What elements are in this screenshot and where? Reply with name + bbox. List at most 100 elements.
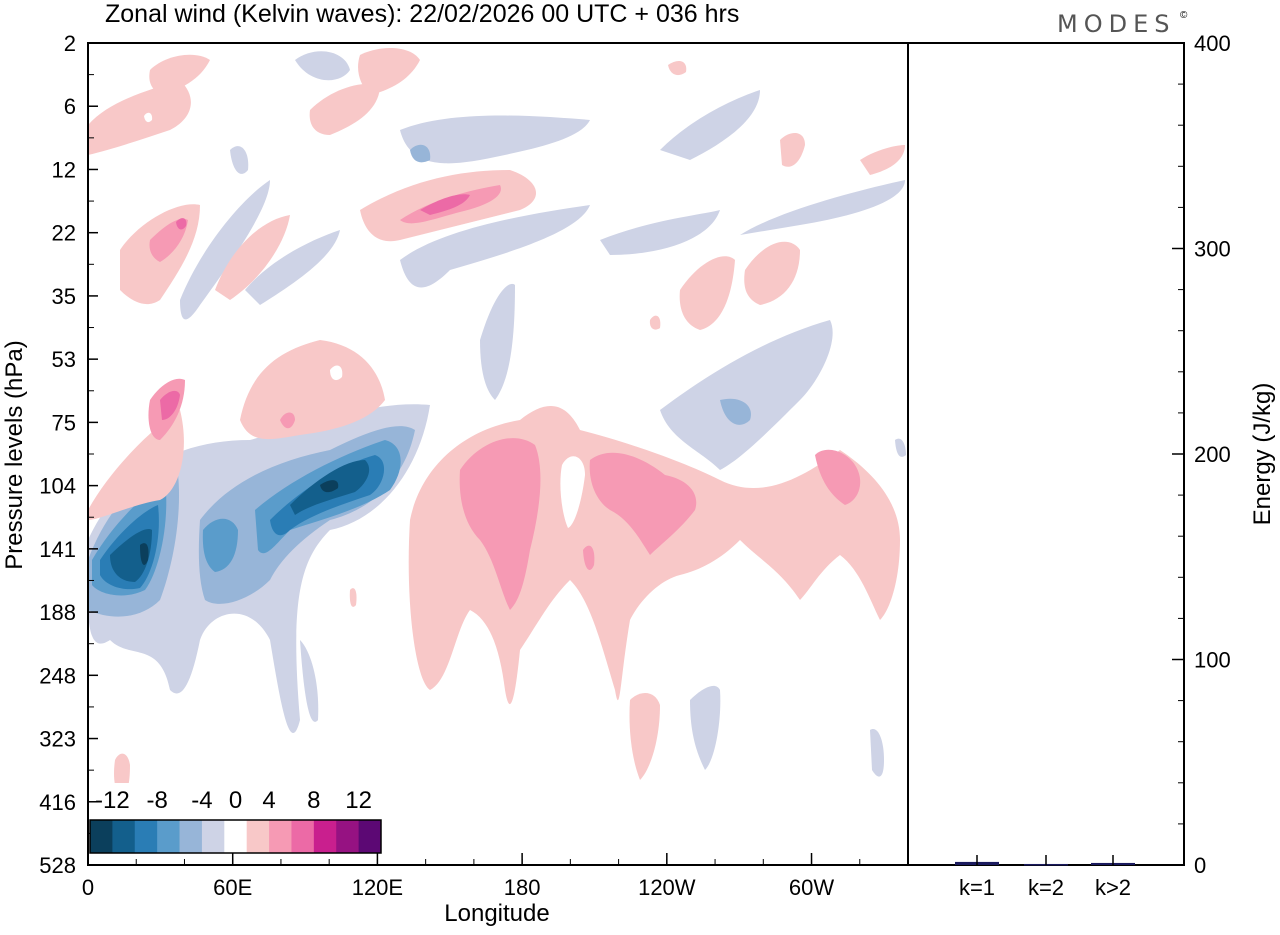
colorbar-label: 8 <box>307 787 320 814</box>
contour-region <box>149 218 188 262</box>
energy-tick-label: 0 <box>1194 853 1206 878</box>
contour-region <box>144 112 153 123</box>
y-tick-label: 75 <box>52 410 76 435</box>
contour-region <box>410 144 431 163</box>
energy-category-label: k=1 <box>959 875 995 900</box>
colorbar-label: 12 <box>345 787 372 814</box>
colorbar-label: -8 <box>146 787 167 814</box>
contour-region <box>600 210 720 255</box>
brand-logo: MODES <box>1057 10 1175 38</box>
y-tick-label: 35 <box>52 284 76 309</box>
colorbar-label: -12 <box>95 787 130 814</box>
contour-region <box>690 685 721 770</box>
y-tick-label: 12 <box>52 157 76 182</box>
colorbar-swatch <box>179 820 203 853</box>
energy-axis-label: Energy (J/kg) <box>1249 383 1276 526</box>
colorbar-swatch <box>201 820 225 853</box>
contour-region <box>215 215 290 300</box>
y-tick-label: 188 <box>39 600 76 625</box>
contour-field <box>88 48 906 865</box>
contour-region <box>660 320 833 470</box>
contour-region <box>176 218 187 230</box>
contour-region <box>740 180 905 235</box>
contour-region <box>895 438 906 457</box>
energy-tick-label: 400 <box>1194 31 1231 56</box>
colorbar-swatch <box>224 820 248 853</box>
zero-holes <box>144 112 585 528</box>
y-tick-label: 323 <box>39 727 76 752</box>
colorbar-label: 0 <box>229 787 242 814</box>
contour-region <box>400 115 590 164</box>
contour-region <box>744 241 800 305</box>
contour-region <box>149 54 210 95</box>
y-tick-label: 141 <box>39 537 76 562</box>
colorbar-label: -4 <box>191 787 212 814</box>
pressure-axis: 2 6 12 22 35 53 75 104 141 188 248 323 416 528 <box>39 31 98 878</box>
y-tick-label: 248 <box>39 663 76 688</box>
contour-region <box>240 340 385 440</box>
y-tick-label: 416 <box>39 790 76 815</box>
contour-region <box>679 256 735 330</box>
y-tick-label: 2 <box>64 31 76 56</box>
energy-category-label: k>2 <box>1095 875 1131 900</box>
positive-strong-regions <box>160 194 470 420</box>
y-tick-label: 53 <box>52 347 76 372</box>
contour-region <box>459 438 541 610</box>
colorbar-swatch <box>246 820 270 853</box>
energy-tick-label: 200 <box>1194 442 1231 467</box>
contour-region <box>420 194 470 215</box>
x-tick-label: 120E <box>352 875 403 900</box>
energy-category-label: k=2 <box>1028 875 1064 900</box>
colorbar-frame <box>89 819 382 854</box>
contour-region <box>560 456 585 528</box>
y-tick-label: 6 <box>64 94 76 119</box>
x-tick-label: 60W <box>789 875 834 900</box>
contour-region <box>668 60 687 76</box>
contour-region <box>815 449 861 505</box>
contour-region <box>88 80 191 155</box>
colorbar-swatch <box>90 820 113 853</box>
contour-region <box>309 83 380 135</box>
y-tick-label: 22 <box>52 221 76 246</box>
contour-region <box>649 315 661 330</box>
contour-region <box>780 133 805 167</box>
contour-region <box>589 452 697 555</box>
contour-region <box>295 51 350 81</box>
contour-region <box>160 390 180 420</box>
contour-region <box>280 412 295 429</box>
colorbar-swatch <box>112 820 136 853</box>
contour-region <box>660 90 760 160</box>
contour-region <box>358 48 420 95</box>
negative-peak-regions <box>140 480 339 565</box>
x-tick-label: 0 <box>82 875 94 900</box>
x-tick-label: 120W <box>638 875 696 900</box>
contour-region <box>400 205 590 288</box>
energy-tick-label: 300 <box>1194 237 1231 262</box>
colorbar-swatch <box>157 820 181 853</box>
contour-region <box>140 543 149 565</box>
x-axis-label: Longitude <box>444 900 549 927</box>
colorbar-swatch <box>134 820 158 853</box>
colorbar-swatch <box>358 820 382 853</box>
contour-region <box>349 588 357 607</box>
contour-region <box>230 146 249 174</box>
positive-weak-regions <box>88 48 905 797</box>
contour-region <box>202 518 238 572</box>
x-tick-label: 180 <box>504 875 541 900</box>
longitude-axis: 0 60E 120E 180 120W 60W <box>82 853 861 900</box>
y-tick-label: 104 <box>39 474 76 499</box>
contour-region <box>180 180 270 320</box>
contour-region <box>330 365 343 381</box>
colorbar: -12 -8 -4 0 4 8 12 <box>89 787 382 854</box>
contour-region <box>245 230 340 305</box>
energy-bars <box>955 861 1135 866</box>
colorbar-swatch <box>336 820 360 853</box>
contour-region <box>860 145 905 175</box>
brand-mark: © <box>1180 10 1188 21</box>
contour-region <box>583 545 595 570</box>
positive-moderate-regions <box>148 185 861 610</box>
energy-categories: k=1 k=2 k>2 <box>959 855 1131 900</box>
colorbar-swatch <box>313 820 337 853</box>
x-tick-label: 60E <box>213 875 252 900</box>
energy-axis: 0 100 200 300 400 <box>1172 31 1231 878</box>
